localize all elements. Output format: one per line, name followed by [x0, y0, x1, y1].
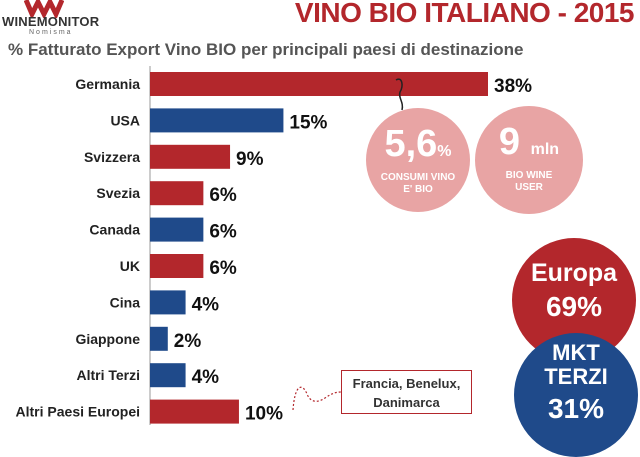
consumi-value: 5,6: [384, 123, 438, 165]
note-box: Francia, Benelux, Danimarca: [341, 370, 472, 414]
logo-mark-icon: [24, 0, 64, 18]
terzi-value: 31%: [547, 393, 605, 424]
value-label: 10%: [245, 404, 283, 425]
bar-usa: [150, 108, 284, 133]
bar-altri-terzi: [150, 363, 186, 388]
terzi-label-1: MKT: [552, 340, 600, 365]
scribble-mark: [395, 78, 404, 111]
value-label: 38%: [494, 76, 532, 97]
category-label: Svizzera: [84, 149, 140, 165]
category-label: Altri Paesi Europei: [16, 404, 140, 420]
bar-uk: [150, 254, 204, 278]
value-label: 2%: [174, 331, 202, 352]
category-label: USA: [110, 112, 140, 128]
bar-germania: [150, 72, 488, 96]
category-label: Giappone: [75, 331, 140, 347]
category-label: Canada: [89, 222, 140, 238]
bar-altri-paesi-europei: [150, 399, 239, 424]
chart-subtitle: % Fatturato Export Vino BIO per principa…: [8, 40, 524, 59]
bar-svizzera: [150, 144, 231, 169]
category-label: Germania: [75, 76, 140, 92]
logo-subtext: Nomisma: [29, 29, 73, 36]
category-label: Cina: [110, 294, 141, 310]
consumi-circle: 5,6% CONSUMI VINO E' BIO: [366, 108, 470, 212]
bar-chart: Germania 38% USA 15% Svizzera 9% Svezia 6% Canad…: [16, 66, 532, 425]
category-label: UK: [120, 258, 140, 274]
value-label: 15%: [289, 112, 327, 133]
bar-giappone: [150, 326, 168, 351]
value-label: 6%: [209, 185, 237, 206]
consumi-unit: %: [437, 143, 452, 160]
bar-cina: [150, 290, 186, 315]
note-line-2: Danimarca: [373, 395, 440, 410]
terzi-label-2: TERZI: [544, 364, 608, 389]
users-value: 9: [498, 121, 521, 163]
bar-svezia: [150, 181, 204, 206]
value-label: 6%: [209, 222, 237, 243]
users-circle: 9 mln BIO WINE USER: [475, 106, 583, 214]
category-label: Svezia: [96, 185, 140, 201]
users-unit: mln: [530, 141, 560, 158]
page-title: VINO BIO ITALIANO - 2015: [294, 0, 635, 28]
note-connector: [292, 386, 342, 411]
value-label: 4%: [192, 294, 220, 315]
note-line-1: Francia, Benelux,: [352, 376, 461, 391]
winemonitor-logo: WINEMONITOR Nomisma: [2, 0, 112, 42]
europa-label: Europa: [530, 259, 618, 287]
consumi-label-2: E' BIO: [403, 184, 433, 195]
users-label-1: BIO WINE: [505, 170, 553, 181]
users-label-2: USER: [515, 182, 543, 193]
terzi-circle: MKT TERZI 31%: [514, 333, 638, 457]
value-label: 9%: [236, 149, 264, 170]
bar-canada: [150, 217, 204, 242]
value-label: 4%: [192, 367, 220, 388]
logo-text: WINEMONITOR: [2, 14, 100, 29]
consumi-label-1: CONSUMI VINO: [380, 172, 456, 183]
value-label: 6%: [209, 258, 237, 279]
category-label: Altri Terzi: [76, 367, 140, 383]
europa-value: 69%: [545, 291, 603, 322]
